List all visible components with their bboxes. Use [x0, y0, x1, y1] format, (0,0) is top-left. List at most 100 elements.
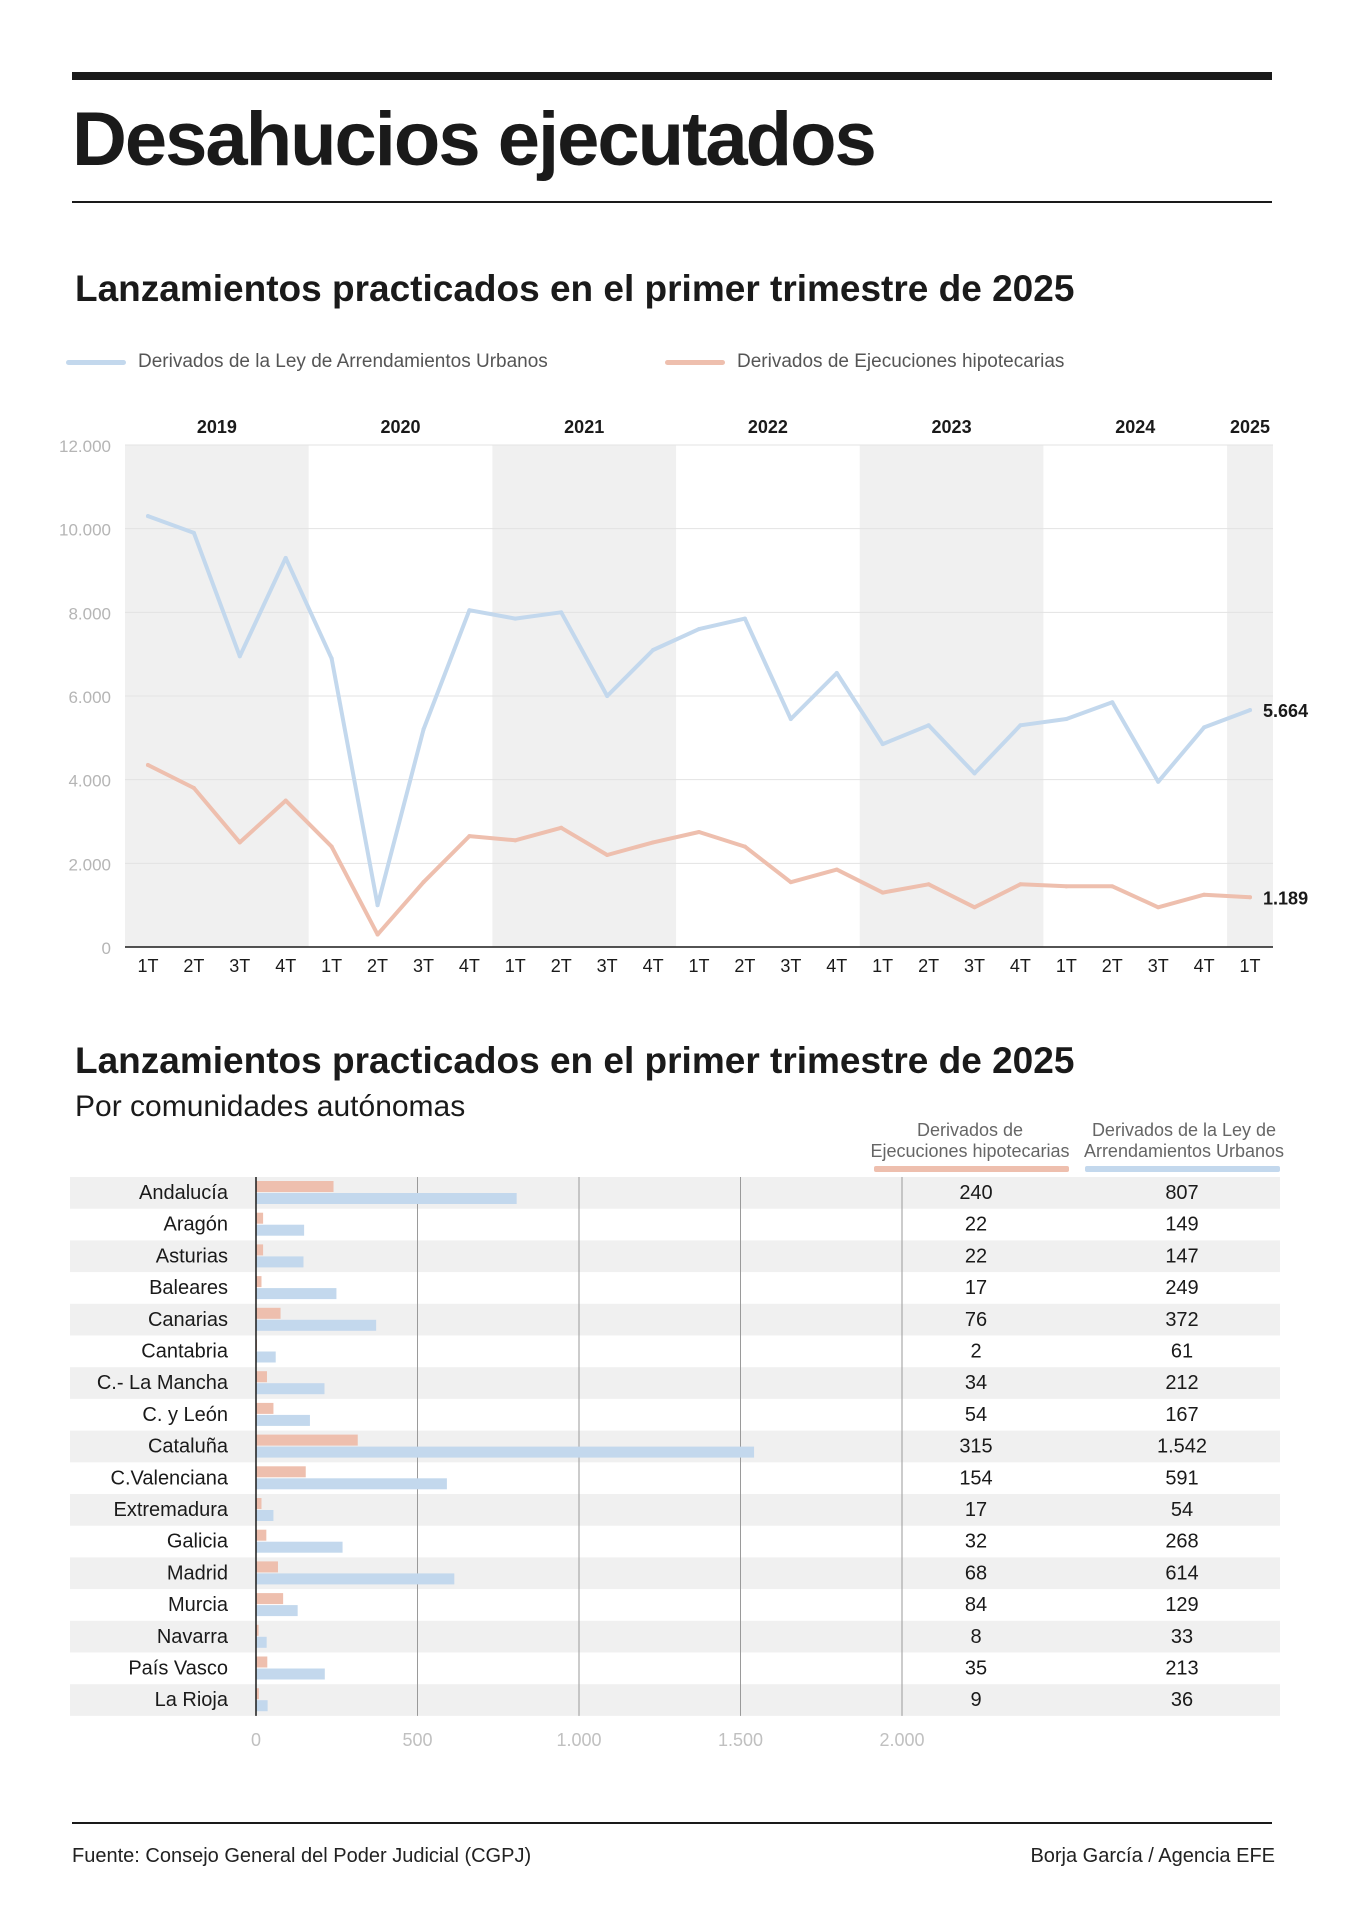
row-band — [70, 1684, 1280, 1716]
legend-lau-swatch — [66, 359, 126, 365]
data-point-hipo — [237, 840, 242, 845]
data-point-hipo — [191, 786, 196, 791]
row-band — [70, 1557, 1280, 1590]
region-label: Extremadura — [114, 1499, 229, 1521]
data-point-hipo — [651, 840, 656, 845]
bar-hipo — [256, 1371, 267, 1383]
series-line-hipo — [146, 763, 1252, 937]
data-point-hipo — [742, 844, 747, 849]
x-tick-label: 3T — [229, 956, 250, 976]
value-hipo: 2 — [970, 1341, 981, 1363]
region-label: Madrid — [167, 1562, 228, 1584]
bar-hipo — [256, 1624, 259, 1636]
data-point-hipo — [329, 844, 334, 849]
bar-lau — [256, 1478, 447, 1490]
column-header-hipo-line1: Derivados de — [916, 1120, 1024, 1140]
region-label: Baleares — [149, 1277, 228, 1299]
bar-hipo — [256, 1402, 274, 1414]
bar-lau — [256, 1573, 455, 1585]
bar-hipo — [256, 1593, 284, 1605]
bar-lau — [256, 1351, 276, 1363]
value-hipo: 54 — [965, 1404, 987, 1426]
value-lau: 268 — [1165, 1531, 1198, 1553]
bar-hipo — [256, 1276, 262, 1288]
legend-hipo-label: Derivados de Ejecuciones hipotecarias — [737, 351, 1065, 372]
title-divider — [72, 201, 1272, 203]
column-underline-lau — [1085, 1166, 1280, 1172]
region-label: Asturias — [156, 1245, 228, 1267]
x-tick-label: 1T — [505, 956, 526, 976]
y-tick-label: 12.000 — [59, 437, 111, 456]
line-chart: 2019 2020 2021 2022 2023 2024 2025 0 2.000 4.000 6… — [59, 417, 1308, 976]
data-point-hipo — [467, 834, 472, 839]
data-point-hipo — [1202, 892, 1207, 897]
bar-chart-title: Lanzamientos practicados en el primer tr… — [75, 1040, 1075, 1081]
region-label: La Rioja — [155, 1689, 229, 1711]
x-tick-label: 1T — [688, 956, 709, 976]
x-tick-label: 2T — [918, 956, 939, 976]
row-band — [70, 1367, 1280, 1399]
value-hipo: 9 — [970, 1689, 981, 1711]
column-header-lau: Derivados de la Ley de Arrendamientos Ur… — [1079, 1120, 1289, 1162]
data-point-lau — [605, 694, 610, 698]
data-point-lau — [742, 616, 747, 621]
data-point-hipo — [283, 798, 288, 803]
row-band — [70, 1494, 1280, 1526]
data-point-hipo — [880, 890, 885, 895]
x-tick-label: 2T — [367, 956, 388, 976]
column-underline-hipo — [874, 1166, 1069, 1172]
value-hipo: 35 — [965, 1658, 987, 1680]
x-tick-label: 2T — [1102, 956, 1123, 976]
data-point-lau — [1248, 708, 1253, 713]
legend-lau-label: Derivados de la Ley de Arrendamientos Ur… — [138, 351, 548, 372]
x-tick-label: 2T — [183, 956, 204, 976]
y-tick-label: 2.000 — [68, 855, 111, 874]
region-label: Andalucía — [139, 1182, 229, 1204]
data-point-hipo — [375, 932, 380, 937]
x-tick-label: 1T — [321, 956, 342, 976]
data-point-lau — [145, 514, 150, 519]
value-lau: 249 — [1165, 1277, 1198, 1299]
data-point-hipo — [421, 880, 426, 885]
data-point-lau — [375, 903, 380, 908]
data-point-lau — [926, 723, 931, 728]
bar-lau — [256, 1541, 343, 1553]
region-label: C. y León — [142, 1404, 228, 1426]
top-rule — [72, 72, 1272, 80]
value-lau: 54 — [1171, 1499, 1193, 1521]
y-tick-label: 8.000 — [68, 604, 111, 623]
line-chart-title: Lanzamientos practicados en el primer tr… — [75, 268, 1075, 309]
bar-lau — [256, 1256, 304, 1268]
year-label-2024: 2024 — [1115, 417, 1155, 437]
bar-lau — [256, 1414, 310, 1426]
y-tick-label: 4.000 — [68, 772, 111, 791]
value-hipo: 315 — [959, 1436, 992, 1458]
data-point-lau — [559, 610, 564, 615]
row-band — [70, 1177, 1280, 1209]
x-tick-label: 500 — [402, 1730, 432, 1750]
row-band — [70, 1620, 1280, 1653]
region-label: Navarra — [157, 1626, 229, 1648]
value-hipo: 240 — [959, 1182, 992, 1204]
bar-chart-subtitle: Por comunidades autónomas — [75, 1090, 466, 1123]
row-band — [70, 1240, 1280, 1273]
data-point-lau — [697, 627, 701, 632]
year-label-2021: 2021 — [564, 417, 604, 437]
data-point-lau — [651, 647, 656, 652]
x-tick-label: 2T — [734, 956, 755, 976]
source-note: Fuente: Consejo General del Poder Judici… — [72, 1845, 532, 1867]
page-title: Desahucios ejecutados — [72, 97, 877, 182]
value-hipo: 34 — [965, 1372, 987, 1394]
credit-note: Borja García / Agencia EFE — [1030, 1845, 1275, 1867]
bar-lau — [256, 1319, 377, 1331]
data-point-lau — [972, 771, 977, 776]
year-label-2025: 2025 — [1230, 417, 1270, 437]
x-tick-label: 2T — [551, 956, 572, 976]
bar-lau — [256, 1700, 268, 1712]
footer-rule — [72, 1822, 1272, 1824]
end-label-lau: 5.664 — [1263, 701, 1308, 721]
data-point-hipo — [972, 905, 977, 910]
bar-lau — [256, 1510, 274, 1521]
data-point-lau — [283, 555, 288, 560]
data-point-hipo — [559, 825, 564, 830]
